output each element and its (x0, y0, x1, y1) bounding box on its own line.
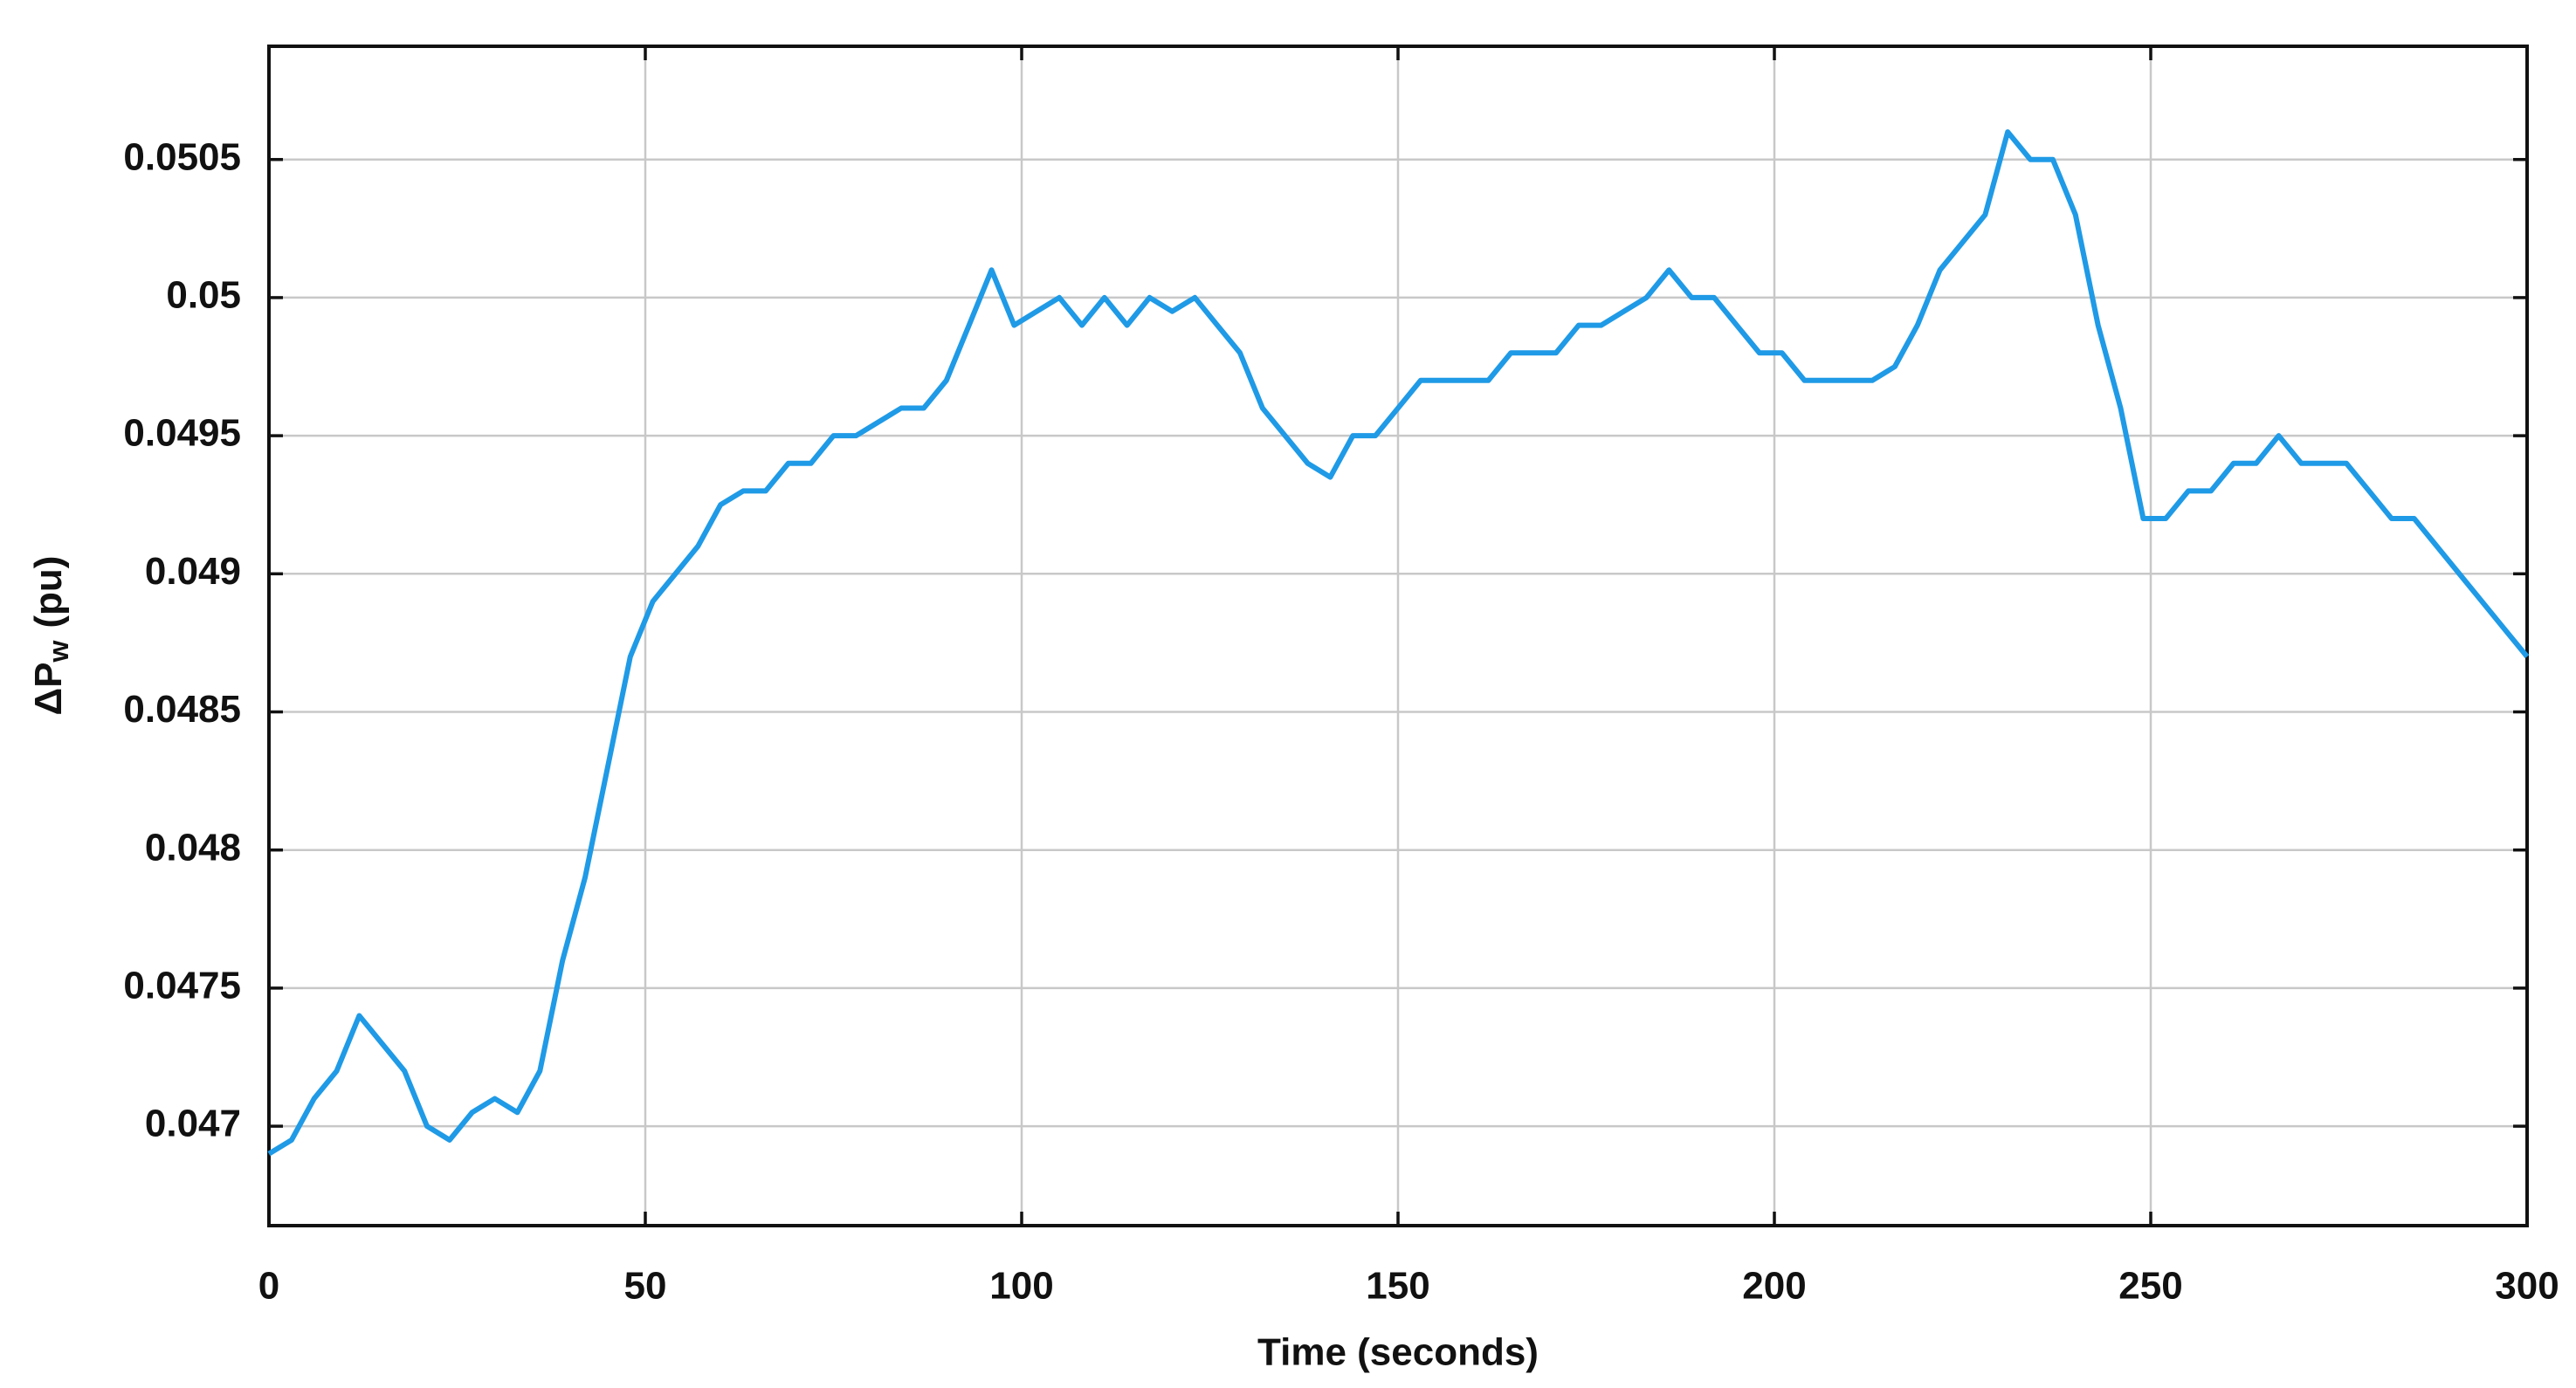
x-tick-label: 150 (1366, 1265, 1429, 1308)
y-label-unit: (pu) (27, 556, 70, 629)
x-tick-label: 300 (2495, 1265, 2559, 1308)
data-line (267, 129, 2530, 1157)
y-tick-label: 0.0475 (123, 965, 241, 1007)
y-tick-label: 0.0495 (123, 412, 241, 455)
y-tick-label: 0.049 (145, 550, 241, 593)
y-tick-label: 0.0505 (123, 135, 241, 178)
plot-frame (267, 45, 2529, 1227)
x-tick-label: 0 (258, 1265, 279, 1308)
y-axis-label: ΔPw (pu) (27, 556, 75, 716)
x-tick-label: 50 (624, 1265, 667, 1308)
y-tick-label: 0.047 (145, 1103, 241, 1145)
x-tick-label: 250 (2118, 1265, 2182, 1308)
x-tick-label: 100 (989, 1265, 1053, 1308)
y-tick-label: 0.048 (145, 826, 241, 869)
y-tick-label: 0.05 (166, 274, 241, 317)
x-axis-label: Time (seconds) (1257, 1331, 1539, 1374)
y-label-main: ΔP (27, 662, 70, 715)
y-tick-label: 0.0485 (123, 688, 241, 731)
x-tick-label: 200 (1742, 1265, 1806, 1308)
y-label-subscript: w (43, 640, 74, 663)
